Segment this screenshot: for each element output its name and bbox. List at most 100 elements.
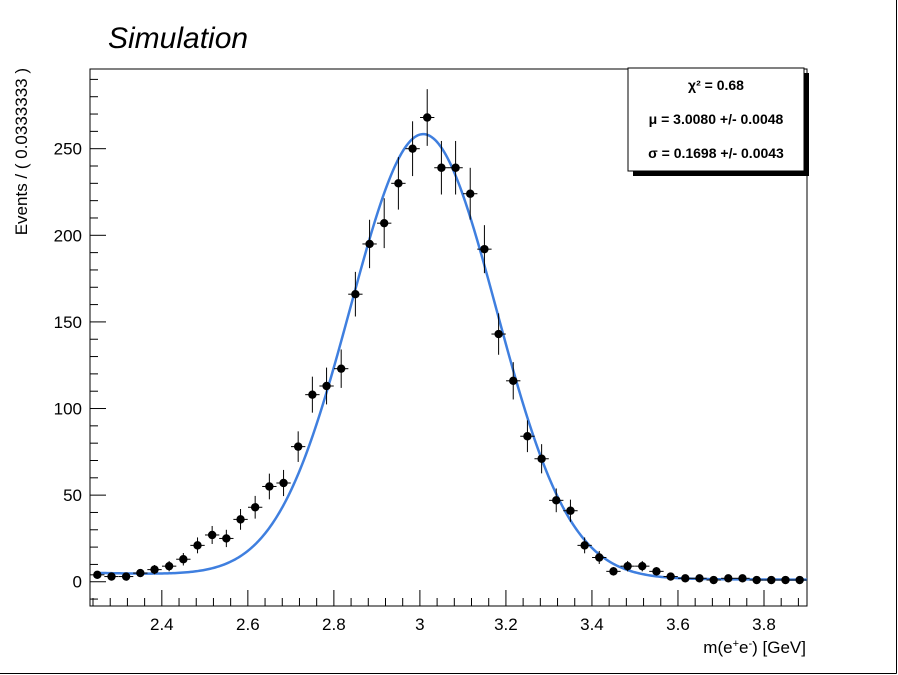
data-point: [477, 225, 492, 274]
data-point: [204, 525, 220, 544]
data-point: [592, 551, 607, 564]
data-marker: [179, 555, 188, 564]
data-marker: [136, 568, 145, 578]
data-point: [577, 537, 592, 554]
data-marker: [580, 541, 589, 550]
data-point: [520, 420, 535, 453]
data-marker: [437, 163, 446, 172]
data-marker: [523, 432, 532, 441]
x-axis-label: m(e+e-) [GeV]: [703, 638, 806, 657]
stats-box: χ² = 0.68 μ = 3.0080 +/- 0.0048 σ = 0.16…: [627, 67, 809, 176]
data-point: [463, 167, 478, 220]
stats-box-panel: [627, 67, 805, 172]
data-marker: [738, 574, 747, 583]
data-point: [405, 121, 420, 177]
data-marker: [494, 329, 503, 339]
data-point: [778, 575, 793, 585]
data-point: [606, 567, 621, 576]
data-marker: [265, 482, 274, 491]
data-marker: [509, 376, 518, 386]
stats-mu: μ = 3.0080 +/- 0.0048: [649, 111, 784, 127]
data-marker: [93, 570, 102, 580]
data-point: [549, 488, 564, 513]
data-point: [434, 140, 449, 195]
data-marker: [681, 574, 690, 583]
data-marker: [552, 496, 561, 505]
data-point: [506, 362, 521, 400]
data-marker: [107, 572, 116, 581]
data-point: [362, 219, 377, 269]
x-axis: 2.4 2.6 2.8 3 3.2 3.4 3.6 3.8: [92, 590, 799, 634]
data-marker: [752, 575, 761, 585]
stats-sigma: σ = 0.1698 +/- 0.0043: [648, 145, 784, 161]
data-marker: [222, 534, 231, 543]
data-marker: [322, 381, 331, 391]
data-point: [176, 552, 191, 566]
data-marker: [623, 561, 632, 571]
data-point: [319, 367, 334, 405]
data-point: [491, 313, 506, 355]
data-marker: [336, 364, 346, 373]
data-point: [448, 140, 463, 195]
data-marker: [394, 179, 403, 188]
data-point: [219, 529, 234, 548]
data-point: [161, 560, 177, 572]
data-marker: [308, 390, 317, 399]
data-point: [706, 575, 721, 585]
data-point: [534, 444, 549, 474]
data-marker: [781, 575, 790, 585]
data-point: [233, 508, 248, 530]
data-point: [147, 565, 162, 575]
data-point: [190, 537, 205, 554]
data-marker: [537, 454, 546, 463]
data-point: [692, 574, 707, 583]
data-point: [104, 572, 119, 581]
data-marker: [566, 506, 575, 515]
data-marker: [609, 567, 618, 576]
y-tick-label: 200: [54, 226, 82, 245]
data-marker: [695, 574, 704, 583]
data-marker: [121, 572, 131, 581]
data-marker: [250, 503, 260, 512]
data-marker: [150, 565, 159, 574]
data-marker: [451, 163, 460, 172]
data-marker: [480, 244, 489, 254]
data-marker: [595, 553, 604, 562]
x-tick-label: 2.6: [236, 615, 260, 634]
data-point: [377, 198, 392, 249]
data-point: [649, 567, 664, 576]
y-tick-label: 100: [54, 400, 82, 419]
y-tick-label: 50: [63, 486, 82, 505]
y-tick-label: 0: [73, 573, 82, 592]
data-point: [276, 469, 291, 497]
data-point: [764, 575, 779, 585]
x-tick-label: 3.8: [752, 615, 776, 634]
data-point: [247, 495, 263, 519]
y-tick-label: 250: [54, 140, 82, 159]
x-tick-label: 2.8: [322, 615, 346, 634]
data-marker: [236, 515, 245, 524]
x-tick-label: 3: [415, 615, 424, 634]
data-marker: [408, 144, 417, 153]
data-point: [663, 572, 678, 581]
data-marker: [666, 572, 675, 581]
y-axis: 0 50 100 150 200 250: [54, 78, 106, 600]
data-point: [420, 89, 435, 146]
data-point: [735, 574, 750, 583]
data-marker: [379, 218, 389, 228]
data-marker: [767, 575, 776, 585]
data-marker: [709, 575, 718, 585]
data-marker: [423, 113, 432, 122]
data-marker: [466, 189, 475, 198]
data-point: [635, 560, 650, 572]
data-marker: [724, 574, 733, 583]
data-point: [721, 574, 736, 583]
x-tick-label: 3.4: [580, 615, 604, 634]
stats-chi2: χ² = 0.68: [688, 77, 744, 93]
data-point: [792, 575, 807, 585]
x-tick-label: 3.2: [494, 615, 518, 634]
y-axis-label: Events / ( 0.0333333 ): [12, 68, 31, 235]
data-point: [391, 157, 406, 210]
data-points: [90, 89, 807, 585]
